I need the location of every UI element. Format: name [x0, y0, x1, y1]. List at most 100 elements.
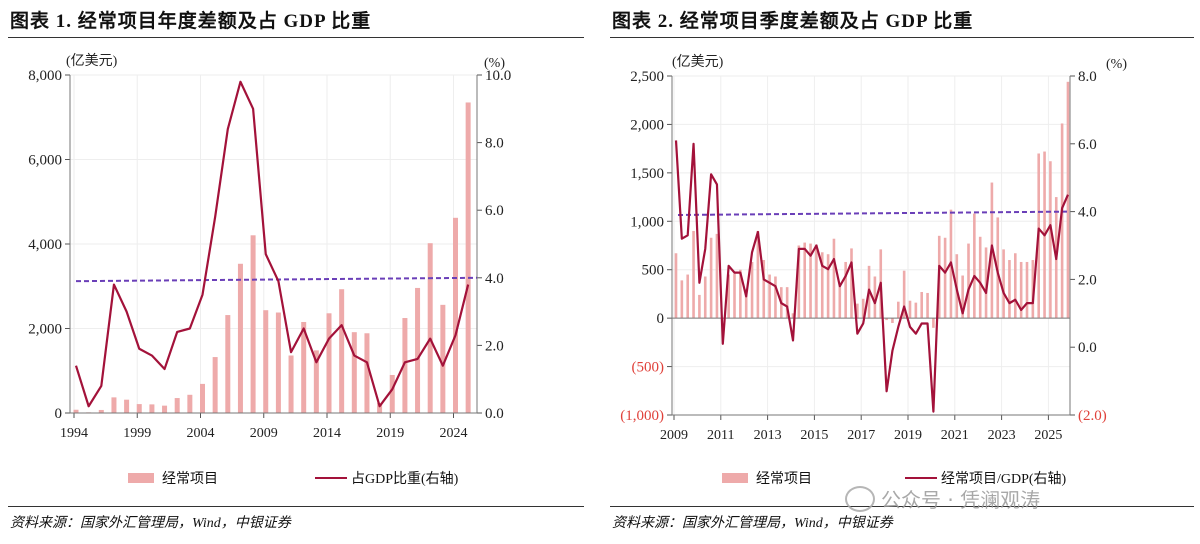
bar: [750, 261, 754, 319]
bar: [1049, 161, 1052, 319]
bar: [674, 253, 678, 319]
bar: [237, 263, 243, 413]
y-tick-label-left: 2,500: [630, 69, 664, 85]
bar: [897, 301, 900, 319]
bar: [465, 102, 471, 414]
bar: [162, 405, 168, 413]
chart1-footer-rule: [8, 506, 584, 507]
bar: [1060, 123, 1064, 319]
x-tick-label: 2014: [313, 426, 341, 441]
chart2-legend-bar: 经常项目: [722, 468, 812, 488]
y-tick-label-right: 8.0: [1078, 69, 1097, 85]
watermark-text: 公众号 · 凭澜观涛: [881, 488, 1041, 512]
bar: [768, 274, 771, 319]
bar: [820, 252, 824, 319]
wechat-icon: [845, 485, 875, 512]
y-tick-label-left: 4,000: [28, 237, 62, 253]
bar: [774, 276, 777, 319]
watermark: 公众号 · 凭澜观涛: [845, 484, 1040, 513]
y-tick-label-left: (1,000): [620, 408, 664, 424]
legend-line-swatch: [315, 477, 347, 479]
x-tick-label: 2009: [660, 428, 688, 443]
chart1-title-rule: [8, 37, 584, 38]
x-tick-label: 2013: [754, 428, 782, 443]
x-tick-label: 2004: [187, 426, 215, 441]
bar: [727, 274, 730, 319]
bar: [326, 313, 332, 413]
bar: [914, 302, 918, 319]
bar: [902, 270, 906, 319]
legend-label: 经常项目: [162, 472, 218, 487]
legend-bar-swatch: [722, 473, 748, 483]
bar: [932, 318, 935, 328]
bar: [973, 213, 976, 319]
y-tick-label-left: 2,000: [630, 117, 664, 133]
y-tick-label-left: 1,500: [630, 166, 664, 182]
left-unit-label: (亿美元): [66, 53, 118, 69]
chart2-title: 图表 2. 经常项目季度差额及占 GDP 比重: [612, 11, 974, 32]
bar: [850, 248, 853, 319]
bar: [967, 243, 970, 319]
bar: [891, 318, 894, 323]
y-tick-label-right: 0.0: [1078, 340, 1097, 356]
bar: [756, 230, 760, 319]
y-tick-label-right: 6.0: [485, 203, 504, 219]
legend-line-swatch: [905, 477, 937, 479]
bar: [98, 409, 104, 413]
bar: [739, 269, 742, 319]
y-tick-label-left: 8,000: [28, 68, 62, 84]
right-unit-label: (%): [484, 56, 505, 71]
bar: [861, 298, 865, 319]
chart1-legend-line: 占GDP比重(右轴): [315, 468, 458, 488]
bar: [873, 276, 877, 319]
bar: [351, 332, 357, 413]
chart2-footer-rule: [610, 506, 1194, 507]
bar: [797, 245, 801, 319]
x-tick-label: 1999: [123, 426, 151, 441]
bar: [978, 236, 982, 319]
bar: [885, 318, 888, 321]
chart1-title: 图表 1. 经常项目年度差额及占 GDP 比重: [10, 11, 372, 32]
bar: [174, 398, 180, 413]
y-tick-label-right: (2.0): [1078, 408, 1107, 424]
bar: [200, 383, 205, 413]
bar: [815, 244, 818, 319]
chart2-legend-line: 经常项目/GDP(右轴): [905, 468, 1066, 488]
bar: [961, 275, 964, 319]
bar: [1014, 253, 1017, 319]
x-tick-label: 2011: [707, 428, 734, 443]
bar: [856, 303, 859, 319]
bar: [809, 243, 812, 319]
bar: [803, 242, 806, 319]
bar: [136, 404, 142, 413]
bar: [250, 235, 256, 413]
bar: [926, 292, 929, 319]
bar: [402, 318, 408, 413]
bar: [826, 254, 830, 319]
bar: [791, 313, 795, 319]
chart2-source: 资料来源：国家外汇管理局，Wind，中银证券: [612, 516, 893, 531]
bar: [908, 300, 912, 319]
bar: [288, 355, 294, 413]
ratio-line: [74, 80, 470, 408]
bar: [943, 237, 947, 319]
bar: [733, 273, 736, 319]
y-tick-label-right: 2.0: [1078, 272, 1097, 288]
bar: [301, 321, 307, 413]
bar: [440, 304, 446, 413]
bar: [263, 310, 269, 413]
bar: [920, 291, 923, 319]
bar: [187, 394, 193, 413]
bar: [844, 261, 847, 319]
legend-label: 占GDP比重(右轴): [351, 472, 459, 487]
right-unit-label: (%): [1106, 57, 1127, 72]
bar: [838, 286, 842, 319]
bar: [686, 274, 689, 319]
bar: [984, 247, 988, 319]
y-tick-label-right: 4.0: [485, 271, 504, 287]
bar: [339, 289, 345, 413]
x-tick-label: 2015: [800, 428, 828, 443]
y-tick-label-right: 0.0: [485, 406, 504, 422]
bar: [1019, 261, 1023, 319]
